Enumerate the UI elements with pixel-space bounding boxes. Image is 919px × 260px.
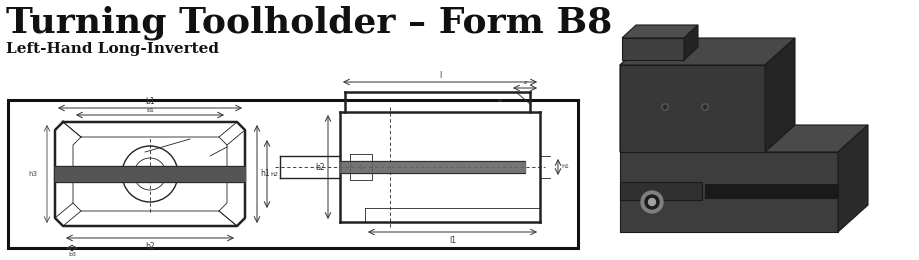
Polygon shape [765, 38, 795, 152]
Text: h1: h1 [260, 170, 269, 179]
Polygon shape [838, 125, 868, 232]
Circle shape [649, 198, 655, 205]
Circle shape [662, 103, 668, 110]
Polygon shape [620, 65, 765, 152]
Text: a: a [498, 98, 502, 102]
Text: b1: b1 [146, 107, 154, 113]
Polygon shape [622, 38, 684, 60]
Text: h3: h3 [28, 171, 37, 177]
Polygon shape [620, 152, 838, 232]
Text: l: l [439, 70, 441, 80]
Text: l1: l1 [449, 236, 456, 245]
Text: Turning Toolholder – Form B8: Turning Toolholder – Form B8 [6, 5, 612, 40]
Circle shape [664, 106, 666, 108]
Text: h2: h2 [270, 172, 278, 177]
Text: b2: b2 [315, 162, 325, 172]
Polygon shape [620, 125, 868, 152]
Circle shape [645, 195, 659, 209]
Bar [8, 100, 578, 248]
Text: E: E [358, 164, 363, 170]
Text: h1: h1 [561, 165, 569, 170]
Polygon shape [620, 182, 702, 200]
Circle shape [704, 106, 707, 108]
Circle shape [701, 103, 709, 110]
Circle shape [641, 191, 663, 213]
Polygon shape [622, 25, 698, 38]
Text: b3: b3 [68, 252, 76, 257]
Text: b1: b1 [145, 96, 154, 106]
Polygon shape [705, 184, 838, 198]
Text: z: z [524, 81, 527, 86]
Polygon shape [684, 25, 698, 60]
Text: b2: b2 [145, 242, 154, 251]
Text: Left-Hand Long-Inverted: Left-Hand Long-Inverted [6, 42, 219, 56]
Polygon shape [620, 38, 795, 65]
Polygon shape [620, 38, 650, 152]
